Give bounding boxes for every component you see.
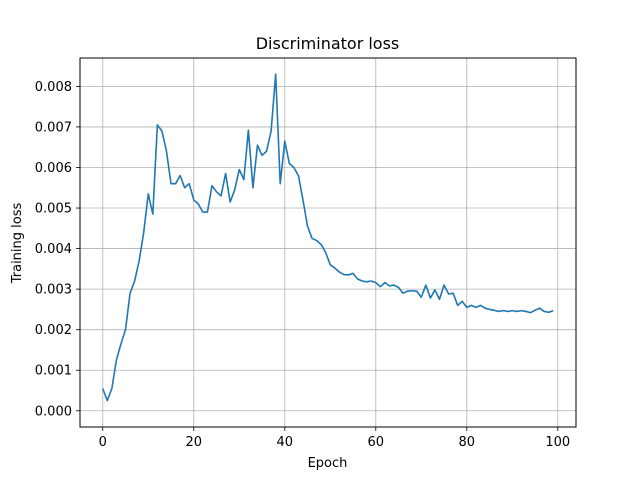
y-tick-label: 0.003 — [35, 283, 72, 298]
grid — [80, 58, 576, 427]
y-tick-label: 0.004 — [35, 242, 72, 257]
x-axis-title: Epoch — [308, 456, 348, 471]
plot-frame — [79, 57, 577, 428]
x-tick-label: 0 — [99, 435, 107, 450]
y-tick-label: 0.001 — [35, 364, 72, 379]
x-axis-ticks: 0 20 40 60 80 100 — [99, 427, 570, 450]
y-tick-label: 0.007 — [35, 120, 72, 135]
x-tick-label: 80 — [459, 435, 476, 450]
chart-title: Discriminator loss — [256, 34, 400, 53]
x-tick-label: 60 — [368, 435, 385, 450]
y-tick-label: 0.006 — [35, 161, 72, 176]
y-tick-label: 0.008 — [35, 80, 72, 95]
x-tick-label: 40 — [276, 435, 293, 450]
data-series — [102, 73, 554, 402]
y-axis-ticks: 0.000 0.001 0.002 0.003 0.004 0.005 0.006 0.007… — [35, 80, 80, 419]
x-tick-label: 20 — [185, 435, 202, 450]
y-axis-title: Training loss — [10, 203, 25, 285]
y-tick-label: 0.000 — [35, 404, 72, 419]
y-tick-label: 0.002 — [35, 323, 72, 338]
y-tick-label: 0.005 — [35, 202, 72, 217]
x-tick-label: 100 — [545, 435, 570, 450]
loss-series-line — [102, 73, 554, 402]
